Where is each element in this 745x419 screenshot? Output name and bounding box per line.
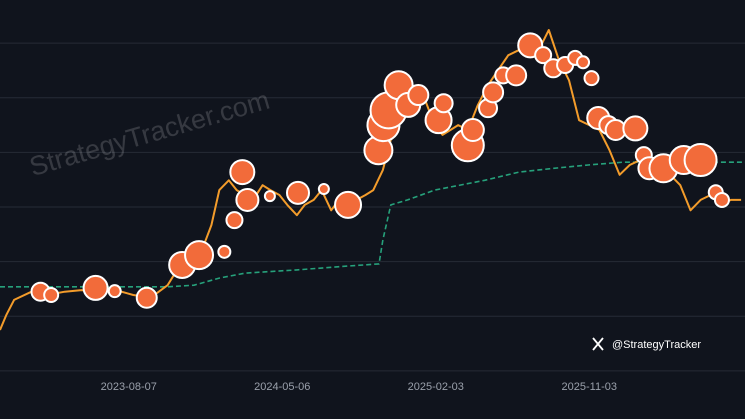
bubble xyxy=(576,55,591,70)
bubble xyxy=(317,183,330,196)
x-tick-label: 2024-05-06 xyxy=(254,381,310,393)
x-tick-label: 2025-11-03 xyxy=(562,381,617,393)
bubble xyxy=(713,191,730,208)
bubble xyxy=(82,274,109,301)
bubble xyxy=(460,118,485,143)
x-tick-label: 2023-08-07 xyxy=(101,381,157,393)
bubble xyxy=(583,70,600,87)
bubble xyxy=(43,286,60,303)
bubble xyxy=(534,46,553,65)
credit: @StrategyTracker xyxy=(612,339,701,351)
bubble xyxy=(482,81,505,104)
bubble xyxy=(622,115,649,142)
x-axis: 2023-08-07 2024-05-06 2025-02-03 2025-11-03 xyxy=(101,381,617,393)
bubble xyxy=(433,93,454,114)
bubble xyxy=(334,190,363,219)
bubble xyxy=(407,84,430,107)
x-tick-label: 2025-02-03 xyxy=(408,381,464,393)
bubble xyxy=(263,190,276,203)
credit-badge: @StrategyTracker xyxy=(592,337,701,351)
bubble xyxy=(286,180,310,205)
plot xyxy=(0,29,745,331)
bubble xyxy=(135,286,158,309)
bubble xyxy=(229,159,256,186)
bubble xyxy=(225,211,244,230)
bubble xyxy=(217,244,232,259)
bubble xyxy=(235,187,260,212)
x-logo xyxy=(592,337,604,351)
bubble xyxy=(107,284,122,299)
bubble xyxy=(184,240,215,271)
bubble xyxy=(683,143,718,178)
bubble xyxy=(505,64,528,87)
